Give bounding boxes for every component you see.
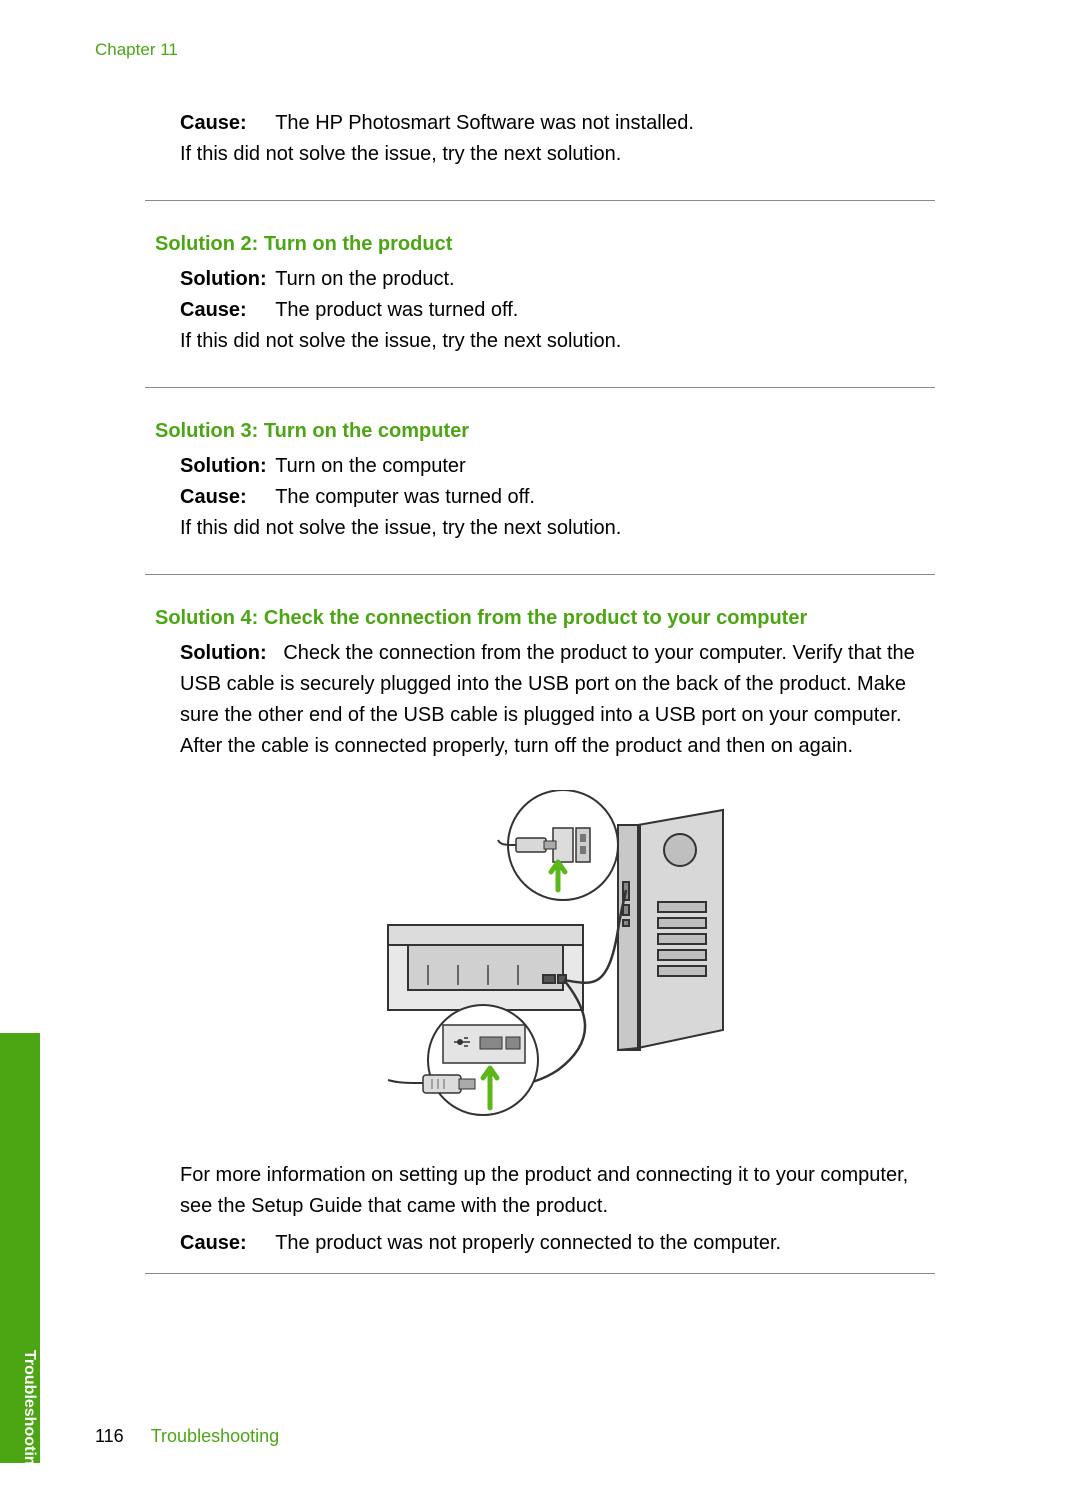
side-tab-label: Troubleshooting (20, 1350, 38, 1475)
divider (145, 574, 935, 575)
try-next-text: If this did not solve the issue, try the… (180, 139, 935, 170)
cause-text: The product was turned off. (275, 299, 518, 321)
page-footer: 116 Troubleshooting (95, 1426, 279, 1447)
cause-text: The computer was turned off. (275, 486, 535, 508)
solution-text: Turn on the product. (275, 268, 454, 290)
cause-label: Cause: (180, 1228, 270, 1259)
cause-text: The HP Photosmart Software was not insta… (275, 112, 694, 134)
try-next-text: If this did not solve the issue, try the… (180, 326, 935, 357)
divider (145, 1273, 935, 1274)
solution-label: Solution: (180, 451, 270, 482)
chapter-header: Chapter 11 (95, 40, 985, 60)
divider (145, 387, 935, 388)
intro-block: Cause: The HP Photosmart Software was no… (95, 108, 985, 170)
solution4-block: Solution: Check the connection from the … (95, 638, 985, 1259)
solution-text: Turn on the computer (275, 455, 465, 477)
cause-text: The product was not properly connected t… (275, 1232, 781, 1254)
solution3-block: Solution: Turn on the computer Cause: Th… (95, 451, 985, 544)
more-info-text: For more information on setting up the p… (180, 1160, 935, 1222)
solution-text: Check the connection from the product to… (180, 642, 915, 757)
cause-label: Cause: (180, 295, 270, 326)
try-next-text: If this did not solve the issue, try the… (180, 513, 935, 544)
solution2-title: Solution 2: Turn on the product (155, 233, 985, 256)
solution3-title: Solution 3: Turn on the computer (155, 420, 985, 443)
divider (145, 200, 935, 201)
footer-section: Troubleshooting (151, 1426, 279, 1446)
solution-label: Solution: (180, 642, 267, 664)
connection-illustration (180, 790, 935, 1130)
page-content: Chapter 11 Cause: The HP Photosmart Soft… (0, 0, 1080, 1334)
page-number: 116 (95, 1426, 124, 1446)
solution4-title: Solution 4: Check the connection from th… (155, 607, 985, 630)
cause-label: Cause: (180, 108, 270, 139)
solution2-block: Solution: Turn on the product. Cause: Th… (95, 264, 985, 357)
cause-label: Cause: (180, 482, 270, 513)
solution-label: Solution: (180, 264, 270, 295)
